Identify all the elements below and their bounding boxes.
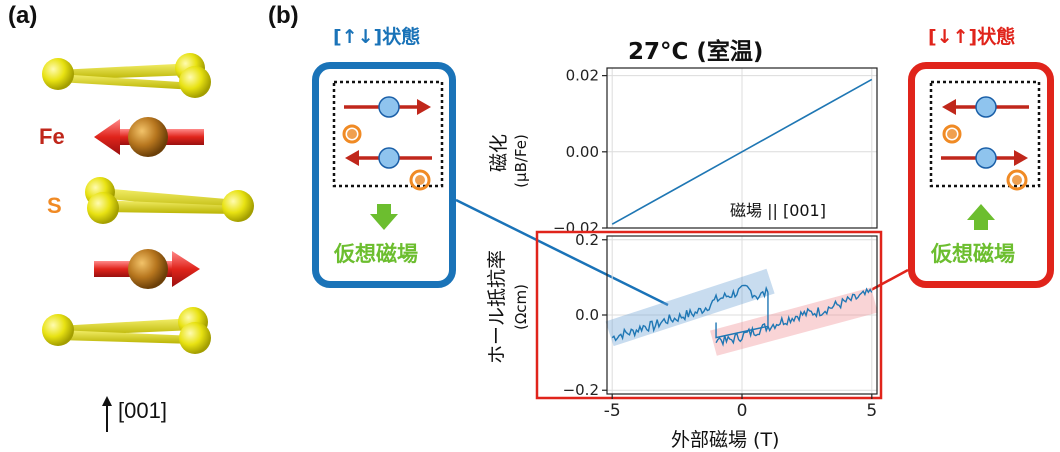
hall-ylabel-unit: (Ωcm) bbox=[512, 240, 542, 390]
magnetization-plot: 0.02 0.00 −0.02 bbox=[553, 67, 878, 237]
bottom-xtick-label-0: -5 bbox=[604, 401, 621, 421]
fe-spin-right bbox=[94, 249, 200, 289]
top-ytick-label-0: 0.02 bbox=[566, 67, 599, 85]
axis-001-arrow bbox=[102, 396, 112, 432]
magnetization-ylabel-unit: (μB/Fe) bbox=[512, 95, 542, 235]
left-state-title: [↑↓]状態 bbox=[333, 26, 421, 48]
right-spin-diagram bbox=[929, 80, 1041, 230]
right-state-title: [↓↑]状態 bbox=[928, 26, 1016, 48]
hall-resistivity-plot: 0.2 0.0 −0.2 -5 0 5 bbox=[535, 230, 883, 421]
axis-001-label: [001] bbox=[118, 398, 167, 423]
left-virtual-field-label: 仮想磁場 bbox=[334, 242, 418, 266]
hall-ylabel-text: ホール抵抗率 bbox=[486, 250, 508, 365]
magnetization-unit-text: (μB/Fe) bbox=[512, 134, 530, 188]
bottom-ytick-label-0: 0.2 bbox=[575, 231, 599, 249]
panel-a-label: (a) bbox=[8, 2, 38, 29]
s-layer-3 bbox=[42, 307, 211, 354]
bottom-xtick-label-2: 5 bbox=[866, 401, 877, 421]
highlight-band-blue bbox=[605, 268, 775, 347]
hall-line-1 bbox=[715, 287, 873, 347]
bottom-ytick-label-1: 0.0 bbox=[575, 306, 599, 324]
hall-ylabel: ホール抵抗率 bbox=[480, 230, 510, 400]
top-ytick-label-1: 0.00 bbox=[566, 143, 599, 161]
s-label: S bbox=[47, 193, 62, 218]
left-spin-diagram bbox=[332, 80, 444, 230]
s-layer-1 bbox=[42, 53, 211, 98]
hall-line-0 bbox=[611, 284, 769, 342]
field-direction-annotation: 磁場 || [001] bbox=[730, 201, 826, 220]
right-virtual-field-label: 仮想磁場 bbox=[931, 242, 1015, 266]
hall-red-frame bbox=[535, 230, 883, 400]
magnetization-ylabel-text: 磁化 bbox=[488, 134, 510, 173]
fe-label: Fe bbox=[39, 124, 65, 149]
left-state-box bbox=[312, 62, 456, 288]
chart-title: 27°C (室温) bbox=[628, 39, 764, 65]
bottom-xtick-label-1: 0 bbox=[737, 401, 748, 421]
s-layer-2 bbox=[85, 177, 254, 224]
crystal-structure bbox=[42, 53, 254, 432]
right-state-connector bbox=[870, 268, 909, 292]
bottom-ytick-label-2: −0.2 bbox=[563, 381, 599, 399]
right-state-box bbox=[908, 62, 1054, 288]
magnetization-ylabel: 磁化 bbox=[482, 95, 512, 235]
hall-line-2 bbox=[715, 292, 769, 339]
x-axis-label: 外部磁場 (T) bbox=[671, 429, 780, 451]
top-ytick-label-2: −0.02 bbox=[553, 219, 599, 237]
hall-unit-text: (Ωcm) bbox=[512, 283, 530, 331]
panel-b-label: (b) bbox=[268, 2, 299, 29]
highlight-band-red bbox=[710, 287, 878, 356]
bottom-plot-axes-frame bbox=[606, 235, 878, 395]
fe-spin-left bbox=[94, 117, 204, 157]
